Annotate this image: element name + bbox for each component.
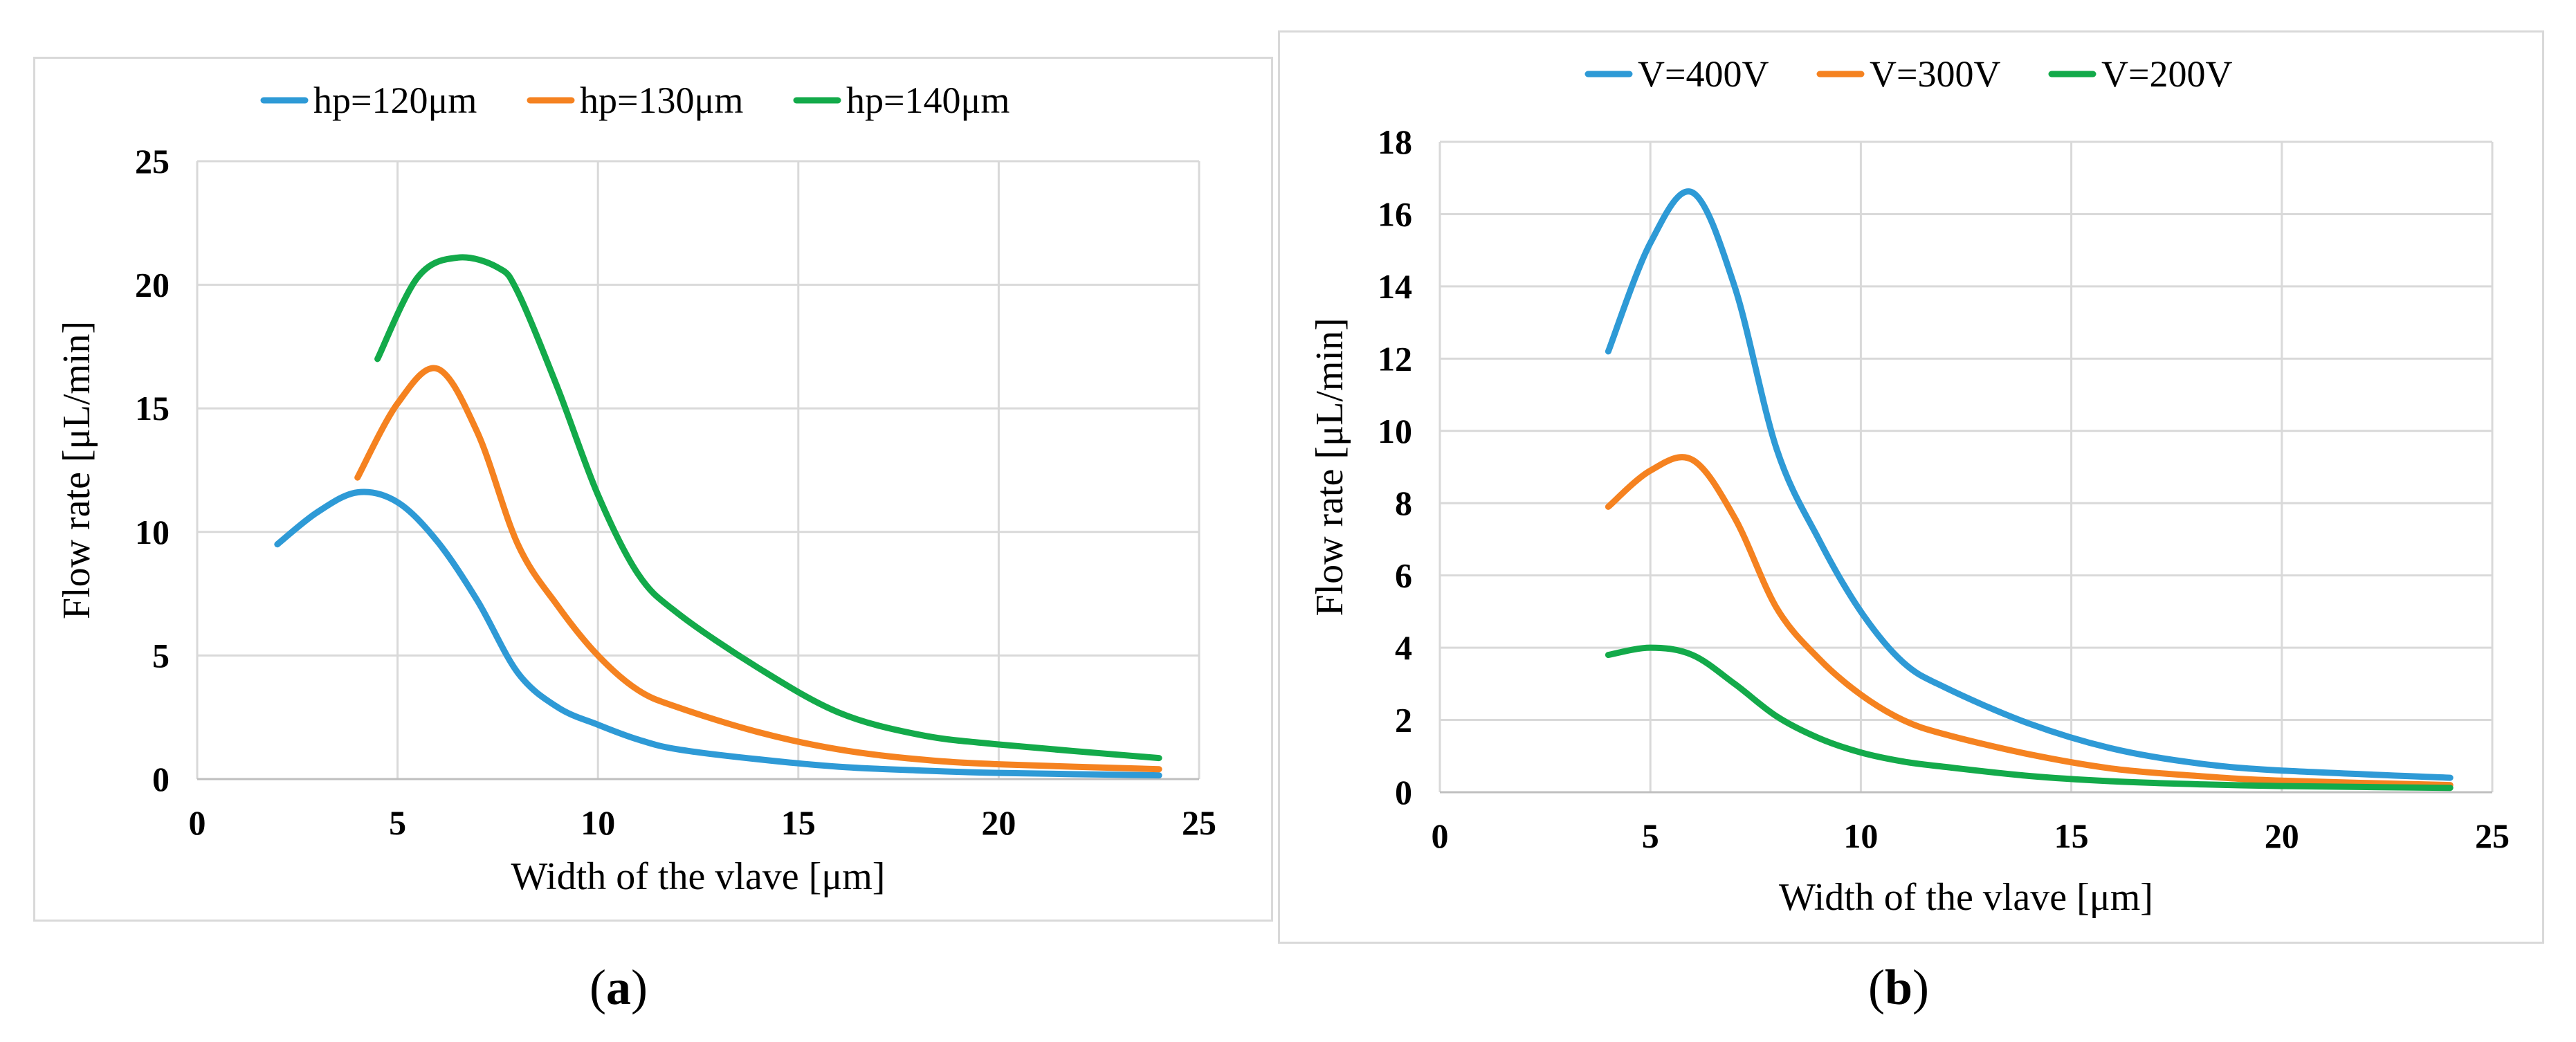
- chart-a: 0 5 10 15 20 25 0 5 10 15 20 25 Width of the vlave […: [33, 57, 1273, 922]
- y-tick-label: 12: [1378, 339, 1412, 378]
- legend-label: V=300V: [1870, 53, 2000, 95]
- y-tick-label: 25: [135, 142, 170, 181]
- grid: [197, 160, 1200, 779]
- x-tick-label: 25: [1182, 803, 1216, 842]
- y-tick-label: 18: [1378, 122, 1412, 161]
- series-line-2: [354, 365, 1162, 773]
- legend: V=400V V=300V V=200V: [1584, 53, 2232, 95]
- y-tick-label: 2: [1395, 701, 1412, 740]
- x-tick-label: 15: [2054, 816, 2089, 855]
- legend: hp=120μm hp=130μm hp=140μm: [260, 80, 1010, 121]
- x-tick-label: 20: [981, 803, 1016, 842]
- y-tick-label: 16: [1378, 194, 1412, 233]
- x-axis-title: Width of the vlave [μm]: [511, 855, 886, 898]
- series-line-1: [1605, 188, 2454, 781]
- x-tick-label: 0: [189, 803, 206, 842]
- legend-label: hp=120μm: [313, 80, 477, 121]
- y-tick-label: 5: [152, 636, 170, 675]
- series-line-3: [374, 254, 1162, 762]
- series-line-1: [274, 488, 1162, 779]
- legend-label: V=400V: [1638, 53, 1769, 95]
- x-tick-label: 5: [389, 803, 406, 842]
- x-tick-label: 10: [581, 803, 615, 842]
- x-tick-label: 25: [2475, 816, 2510, 855]
- y-tick-label: 20: [135, 266, 170, 304]
- series-line-2: [1605, 454, 2454, 789]
- x-tick-label: 20: [2265, 816, 2299, 855]
- y-tick-label: 0: [152, 760, 170, 798]
- y-tick-label: 10: [135, 513, 170, 551]
- y-tick-label: 15: [135, 389, 170, 428]
- y-tick-label: 4: [1395, 628, 1412, 667]
- y-tick-label: 14: [1378, 267, 1412, 306]
- y-tick-label: 6: [1395, 556, 1412, 595]
- y-tick-label: 0: [1395, 773, 1412, 812]
- chart-b-svg: 0 2 4 6 8 10 12 14 16 18 0 5 10 15 20 25 Width of the vl…: [1308, 53, 2510, 919]
- x-tick-label: 0: [1432, 816, 1449, 855]
- x-axis-title: Width of the vlave [μm]: [1779, 876, 2153, 919]
- legend-label: V=200V: [2101, 53, 2232, 95]
- x-tick-label: 15: [781, 803, 816, 842]
- caption-a: (a): [590, 960, 648, 1015]
- legend-label: hp=130μm: [580, 80, 743, 121]
- y-axis-title: Flow rate [μL/min]: [1308, 318, 1351, 616]
- y-tick-label: 8: [1395, 484, 1412, 522]
- legend-label: hp=140μm: [846, 80, 1010, 121]
- chart-a-svg: 0 5 10 15 20 25 0 5 10 15 20 25 Width of the vlave […: [55, 80, 1216, 898]
- series-line-3: [1605, 644, 2454, 792]
- caption-b: (b): [1868, 960, 1930, 1015]
- x-tick-label: 5: [1642, 816, 1659, 855]
- chart-b: 0 2 4 6 8 10 12 14 16 18 0 5 10 15 20 25 Width of the vl…: [1278, 30, 2544, 944]
- x-tick-label: 10: [1843, 816, 1878, 855]
- y-tick-label: 10: [1378, 412, 1412, 450]
- y-axis-title: Flow rate [μL/min]: [55, 321, 98, 619]
